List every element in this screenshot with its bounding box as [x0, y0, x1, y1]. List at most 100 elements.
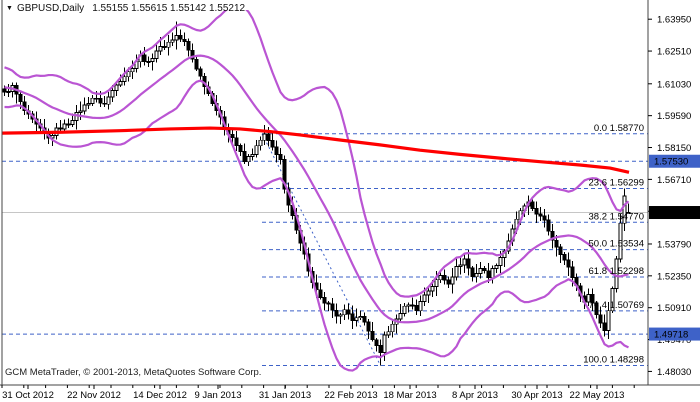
candle-bull: [78, 110, 83, 113]
candle-bear: [538, 213, 543, 217]
candle-bull: [450, 276, 455, 285]
candle-bear: [346, 309, 351, 315]
chart-header: ▼ GBPUSD,Daily 1.55155 1.55615 1.55142 1.5…: [6, 3, 245, 14]
candle-bear: [550, 230, 555, 241]
candle-bear: [194, 58, 199, 70]
candle-bear: [230, 133, 235, 139]
candle-bull: [430, 286, 435, 292]
candle-bear: [366, 321, 371, 332]
candle-bull: [354, 317, 359, 321]
candle-bear: [2, 88, 7, 93]
time-axis[interactable]: 31 Oct 2012 22 Nov 2012 14 Dec 2012 9 Jan 2…: [1, 385, 635, 401]
candle-bear: [274, 146, 279, 155]
candle-bull: [118, 81, 123, 86]
candle-bear: [66, 123, 71, 126]
candle-bear: [186, 41, 191, 51]
price-tick-label: 1.52350: [657, 271, 691, 282]
fib-trend-line: [261, 133, 381, 366]
candle-bear: [234, 137, 239, 146]
candle-bull: [490, 268, 495, 279]
candle-bull: [478, 268, 483, 274]
candle-bear: [326, 302, 331, 305]
price-tick-label: 1.62510: [657, 47, 691, 58]
candle-bear: [370, 330, 375, 341]
candle-bull: [626, 212, 631, 215]
candle-bear: [142, 54, 147, 62]
candle-bull: [254, 145, 259, 155]
candle-bear: [18, 93, 23, 103]
candle-bull: [174, 35, 179, 41]
candle-bear: [410, 304, 415, 307]
candle-bear: [58, 127, 63, 130]
candle-bull: [426, 290, 431, 296]
dropdown-arrow-icon[interactable]: ▼: [6, 5, 13, 12]
candle-bear: [546, 219, 551, 232]
candle-bull: [258, 139, 263, 147]
level-price-box-lower-label: 1.49718: [654, 330, 688, 341]
date-tick-label: 22 Nov 2012: [67, 390, 121, 401]
candle-bull: [398, 313, 403, 320]
candle-bear: [350, 313, 355, 321]
candle-bull: [154, 50, 159, 59]
candle-bear: [146, 61, 151, 63]
candle-bull: [246, 156, 251, 163]
candle-bull: [62, 123, 67, 130]
candle-bull: [382, 334, 387, 353]
candle-bear: [334, 309, 339, 317]
price-tick-label: 1.59590: [657, 111, 691, 122]
candle-bear: [414, 304, 419, 312]
candle-bull: [122, 76, 127, 82]
red-ma-line: [2, 126, 630, 174]
plot-area: 0.0 1.58770 23.6 1.56299 38.2 1.54770 50.0 …: [2, 10, 648, 372]
fib-level-label-100.0: 100.0 1.48298: [583, 354, 644, 365]
price-tick-label: 1.61030: [657, 79, 691, 90]
candle-bear: [362, 316, 367, 323]
candle-bear: [266, 133, 271, 141]
candle-bull: [70, 120, 75, 125]
candle-bear: [330, 303, 335, 311]
candle-bull: [130, 68, 135, 73]
ohlc-values-label: 1.55155 1.55615 1.55142 1.55212: [92, 3, 246, 14]
copyright-label: GCM MetaTrader, © 2001-2013, MetaQuotes …: [5, 367, 262, 378]
date-tick-label: 31 Oct 2012: [2, 390, 54, 401]
candle-bear: [162, 46, 167, 48]
candle-bear: [466, 258, 471, 269]
candle-bear: [238, 145, 243, 152]
candle-bull: [618, 222, 623, 260]
candle-bull: [6, 91, 11, 93]
candle-bear: [190, 49, 195, 60]
candle-bear: [98, 98, 103, 104]
candle-bear: [94, 97, 99, 100]
date-tick-label: 14 Dec 2012: [133, 390, 187, 401]
bid-price-box-label: 1.55212: [654, 208, 688, 219]
price-tick-label: 1.53790: [657, 239, 691, 250]
candle-bear: [590, 293, 595, 304]
candle-bull: [586, 293, 591, 303]
bollinger-lower-band: [4, 79, 629, 372]
candle-bear: [102, 102, 107, 105]
price-tick-label: 1.56710: [657, 175, 691, 186]
candle-bull: [90, 97, 95, 104]
candle-bear: [534, 208, 539, 215]
fib-level-label-50.0: 50.0 1.53534: [589, 239, 644, 250]
date-tick-label: 9 Jan 2013: [194, 390, 241, 401]
level-price-box-upper: [649, 154, 700, 168]
candle-bull: [338, 314, 343, 317]
date-tick-label: 18 Mar 2013: [383, 390, 436, 401]
candle-bear: [542, 215, 547, 221]
date-tick-label: 22 Feb 2013: [324, 390, 377, 401]
level-price-box-upper-label: 1.57530: [654, 157, 688, 168]
fib-level-label-0.0: 0.0 1.58770: [594, 123, 644, 134]
bollinger-upper-band: [4, 10, 630, 298]
candle-bull: [158, 46, 163, 52]
candle-bear: [554, 239, 559, 248]
candle-bear: [442, 275, 447, 281]
price-tick-label: 1.48030: [657, 367, 691, 378]
candles-group: [2, 21, 631, 366]
candle-bull: [386, 331, 391, 336]
candle-bear: [182, 38, 187, 42]
candle-bull: [494, 265, 499, 269]
candle-bull: [86, 102, 91, 106]
